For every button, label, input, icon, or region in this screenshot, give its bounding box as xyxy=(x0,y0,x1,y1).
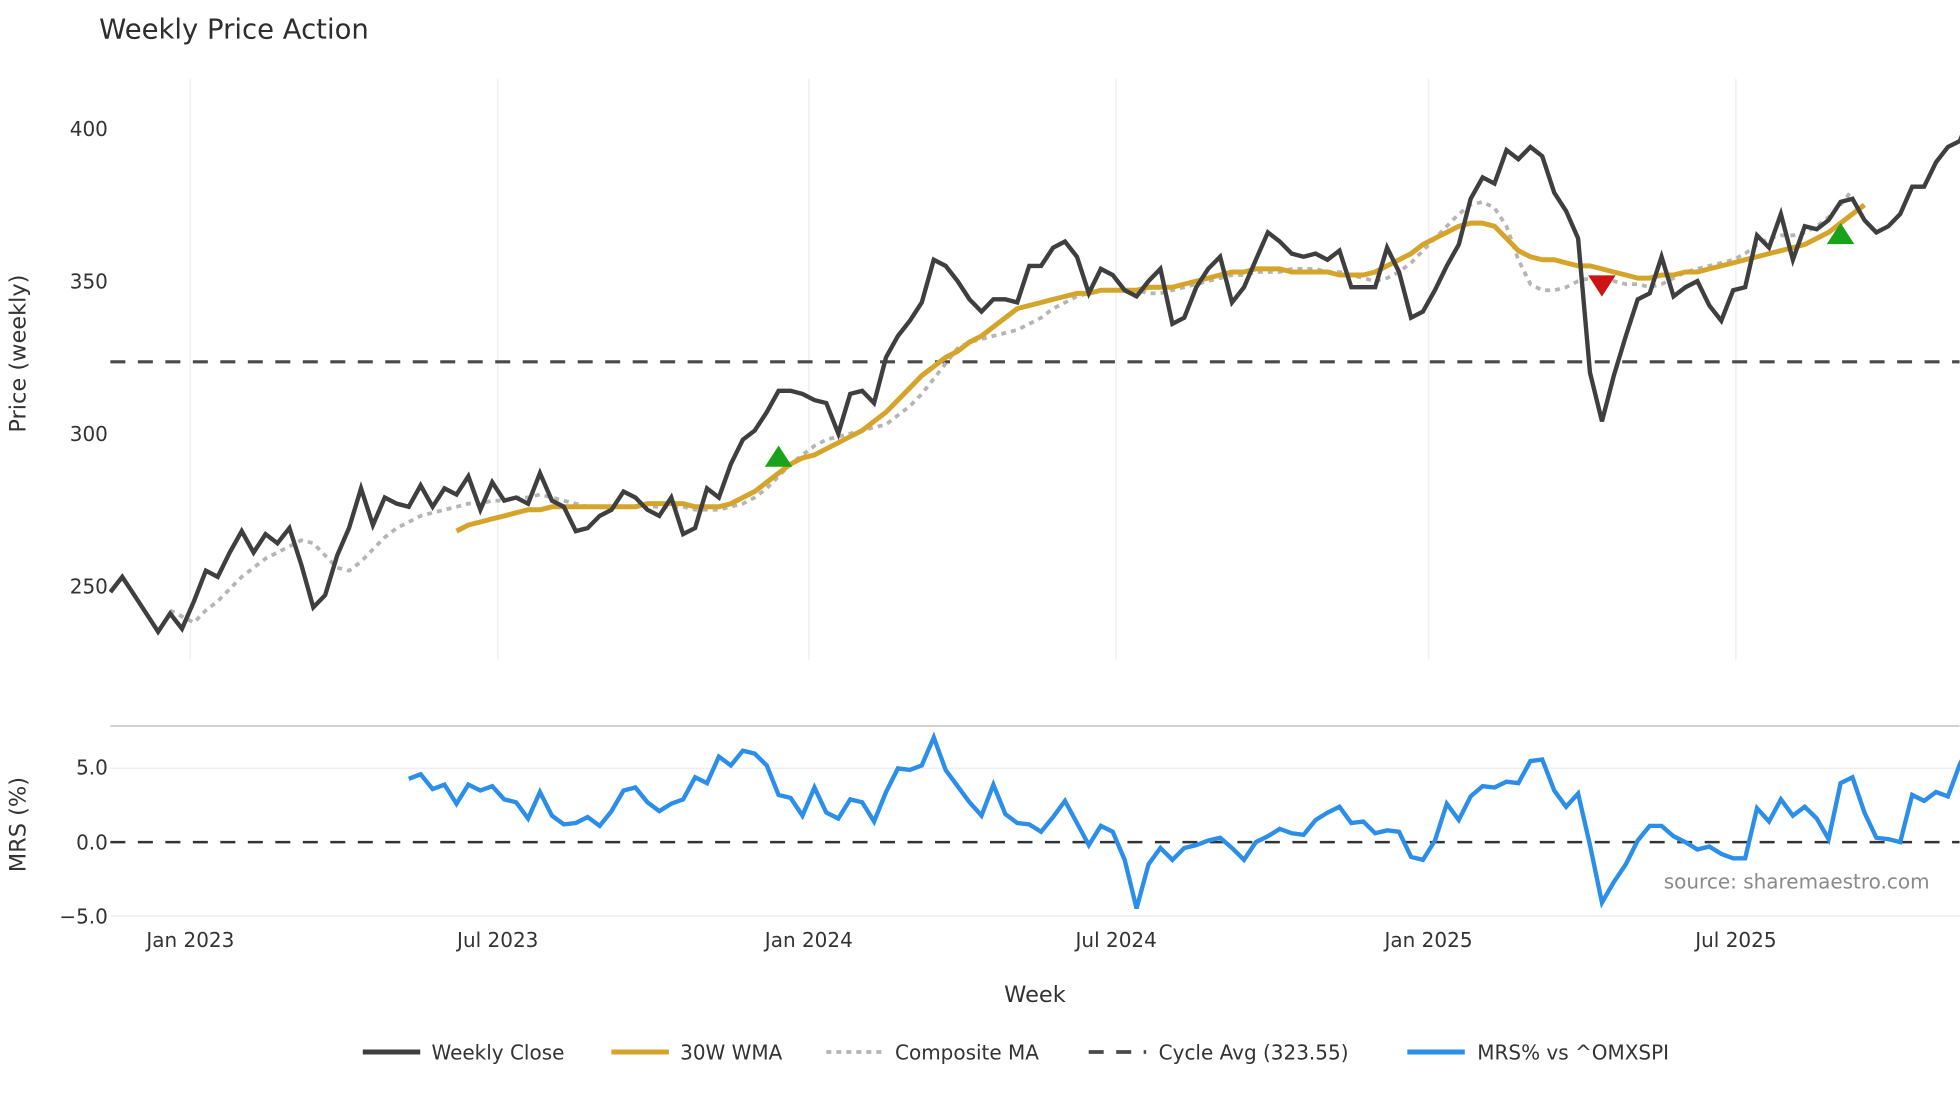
price-series xyxy=(108,134,1960,636)
legend-label: Weekly Close xyxy=(431,1041,564,1065)
price-y-axis-title: Price (weekly) xyxy=(5,275,31,433)
legend-item-30w-wma[interactable]: 30W WMA xyxy=(611,1041,783,1065)
x-tick-jul-2023: Jul 2023 xyxy=(455,928,538,952)
wma-30w-line xyxy=(455,202,1866,534)
price-tick-400: 400 xyxy=(70,117,108,141)
x-tick-jul-2024: Jul 2024 xyxy=(1074,928,1157,952)
sell-signal-triangle-down-icon xyxy=(1588,275,1616,297)
buy-signal-triangle-up-icon xyxy=(764,445,793,467)
price-tick-350: 350 xyxy=(70,270,108,294)
mrs-y-axis: 5.0 0.0 −5.0 xyxy=(59,756,108,929)
price-tick-300: 300 xyxy=(70,422,108,446)
price-y-axis: 400 350 300 250 xyxy=(70,117,108,598)
mrs-grid xyxy=(110,767,1960,917)
x-tick-jul-2025: Jul 2025 xyxy=(1693,928,1776,952)
legend-item-cycle-avg[interactable]: Cycle Avg (323.55) xyxy=(1088,1041,1349,1065)
x-axis-title: Week xyxy=(1004,982,1066,1008)
x-tick-jan-2023: Jan 2023 xyxy=(144,928,234,952)
legend-label: 30W WMA xyxy=(680,1041,783,1065)
chart-title: Weekly Price Action xyxy=(99,14,369,46)
legend-label: Composite MA xyxy=(895,1041,1039,1065)
buy-signal-triangle-up-icon xyxy=(1826,222,1855,245)
mrs-tick-5: 5.0 xyxy=(76,756,108,780)
mrs-tick-0: 0.0 xyxy=(76,831,108,855)
mrs-series xyxy=(110,731,1960,910)
mrs-tick-neg5: −5.0 xyxy=(59,904,108,928)
legend: Weekly Close 30W WMA Composite MA Cycle … xyxy=(362,1041,1669,1065)
price-grid xyxy=(189,78,1737,660)
composite-ma-line xyxy=(169,188,1854,625)
x-axis: Jan 2023 Jul 2023 Jan 2024 Jul 2024 Jan … xyxy=(144,928,1776,952)
price-tick-250: 250 xyxy=(70,574,108,598)
legend-item-composite-ma[interactable]: Composite MA xyxy=(826,1041,1039,1065)
signal-markers xyxy=(764,222,1855,467)
x-tick-jan-2025: Jan 2025 xyxy=(1383,928,1473,952)
mrs-line xyxy=(407,731,1960,910)
source-credit: source: sharemaestro.com xyxy=(1664,869,1930,893)
legend-label: Cycle Avg (323.55) xyxy=(1159,1041,1349,1065)
mrs-y-axis-title: MRS (%) xyxy=(5,777,31,872)
x-tick-jan-2024: Jan 2024 xyxy=(763,928,853,952)
weekly-close-line xyxy=(108,134,1960,636)
legend-label: MRS% vs ^OMXSPI xyxy=(1477,1041,1669,1065)
legend-item-weekly-close[interactable]: Weekly Close xyxy=(362,1041,565,1065)
legend-item-mrs[interactable]: MRS% vs ^OMXSPI xyxy=(1407,1041,1669,1065)
